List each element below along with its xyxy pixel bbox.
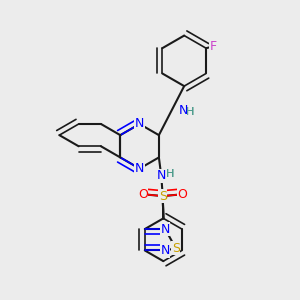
Text: N: N	[135, 118, 144, 130]
Text: N: N	[179, 104, 188, 117]
Text: O: O	[138, 188, 148, 201]
Text: O: O	[178, 188, 188, 201]
Text: N: N	[135, 162, 144, 175]
Text: N: N	[179, 104, 188, 117]
Text: O: O	[138, 188, 148, 201]
Text: H: H	[165, 169, 174, 179]
Text: N: N	[160, 223, 170, 236]
Text: H: H	[186, 107, 194, 117]
Text: N: N	[135, 118, 144, 130]
Text: N: N	[157, 169, 166, 182]
Text: S: S	[172, 242, 180, 255]
Text: N: N	[157, 169, 166, 182]
Text: H: H	[165, 169, 174, 179]
Text: F: F	[210, 40, 217, 53]
Text: N: N	[135, 162, 144, 175]
Text: S: S	[159, 190, 167, 202]
Text: H: H	[186, 107, 194, 117]
Text: S: S	[159, 190, 167, 202]
Text: O: O	[178, 188, 188, 201]
Text: N: N	[160, 244, 170, 257]
Text: F: F	[210, 40, 217, 53]
